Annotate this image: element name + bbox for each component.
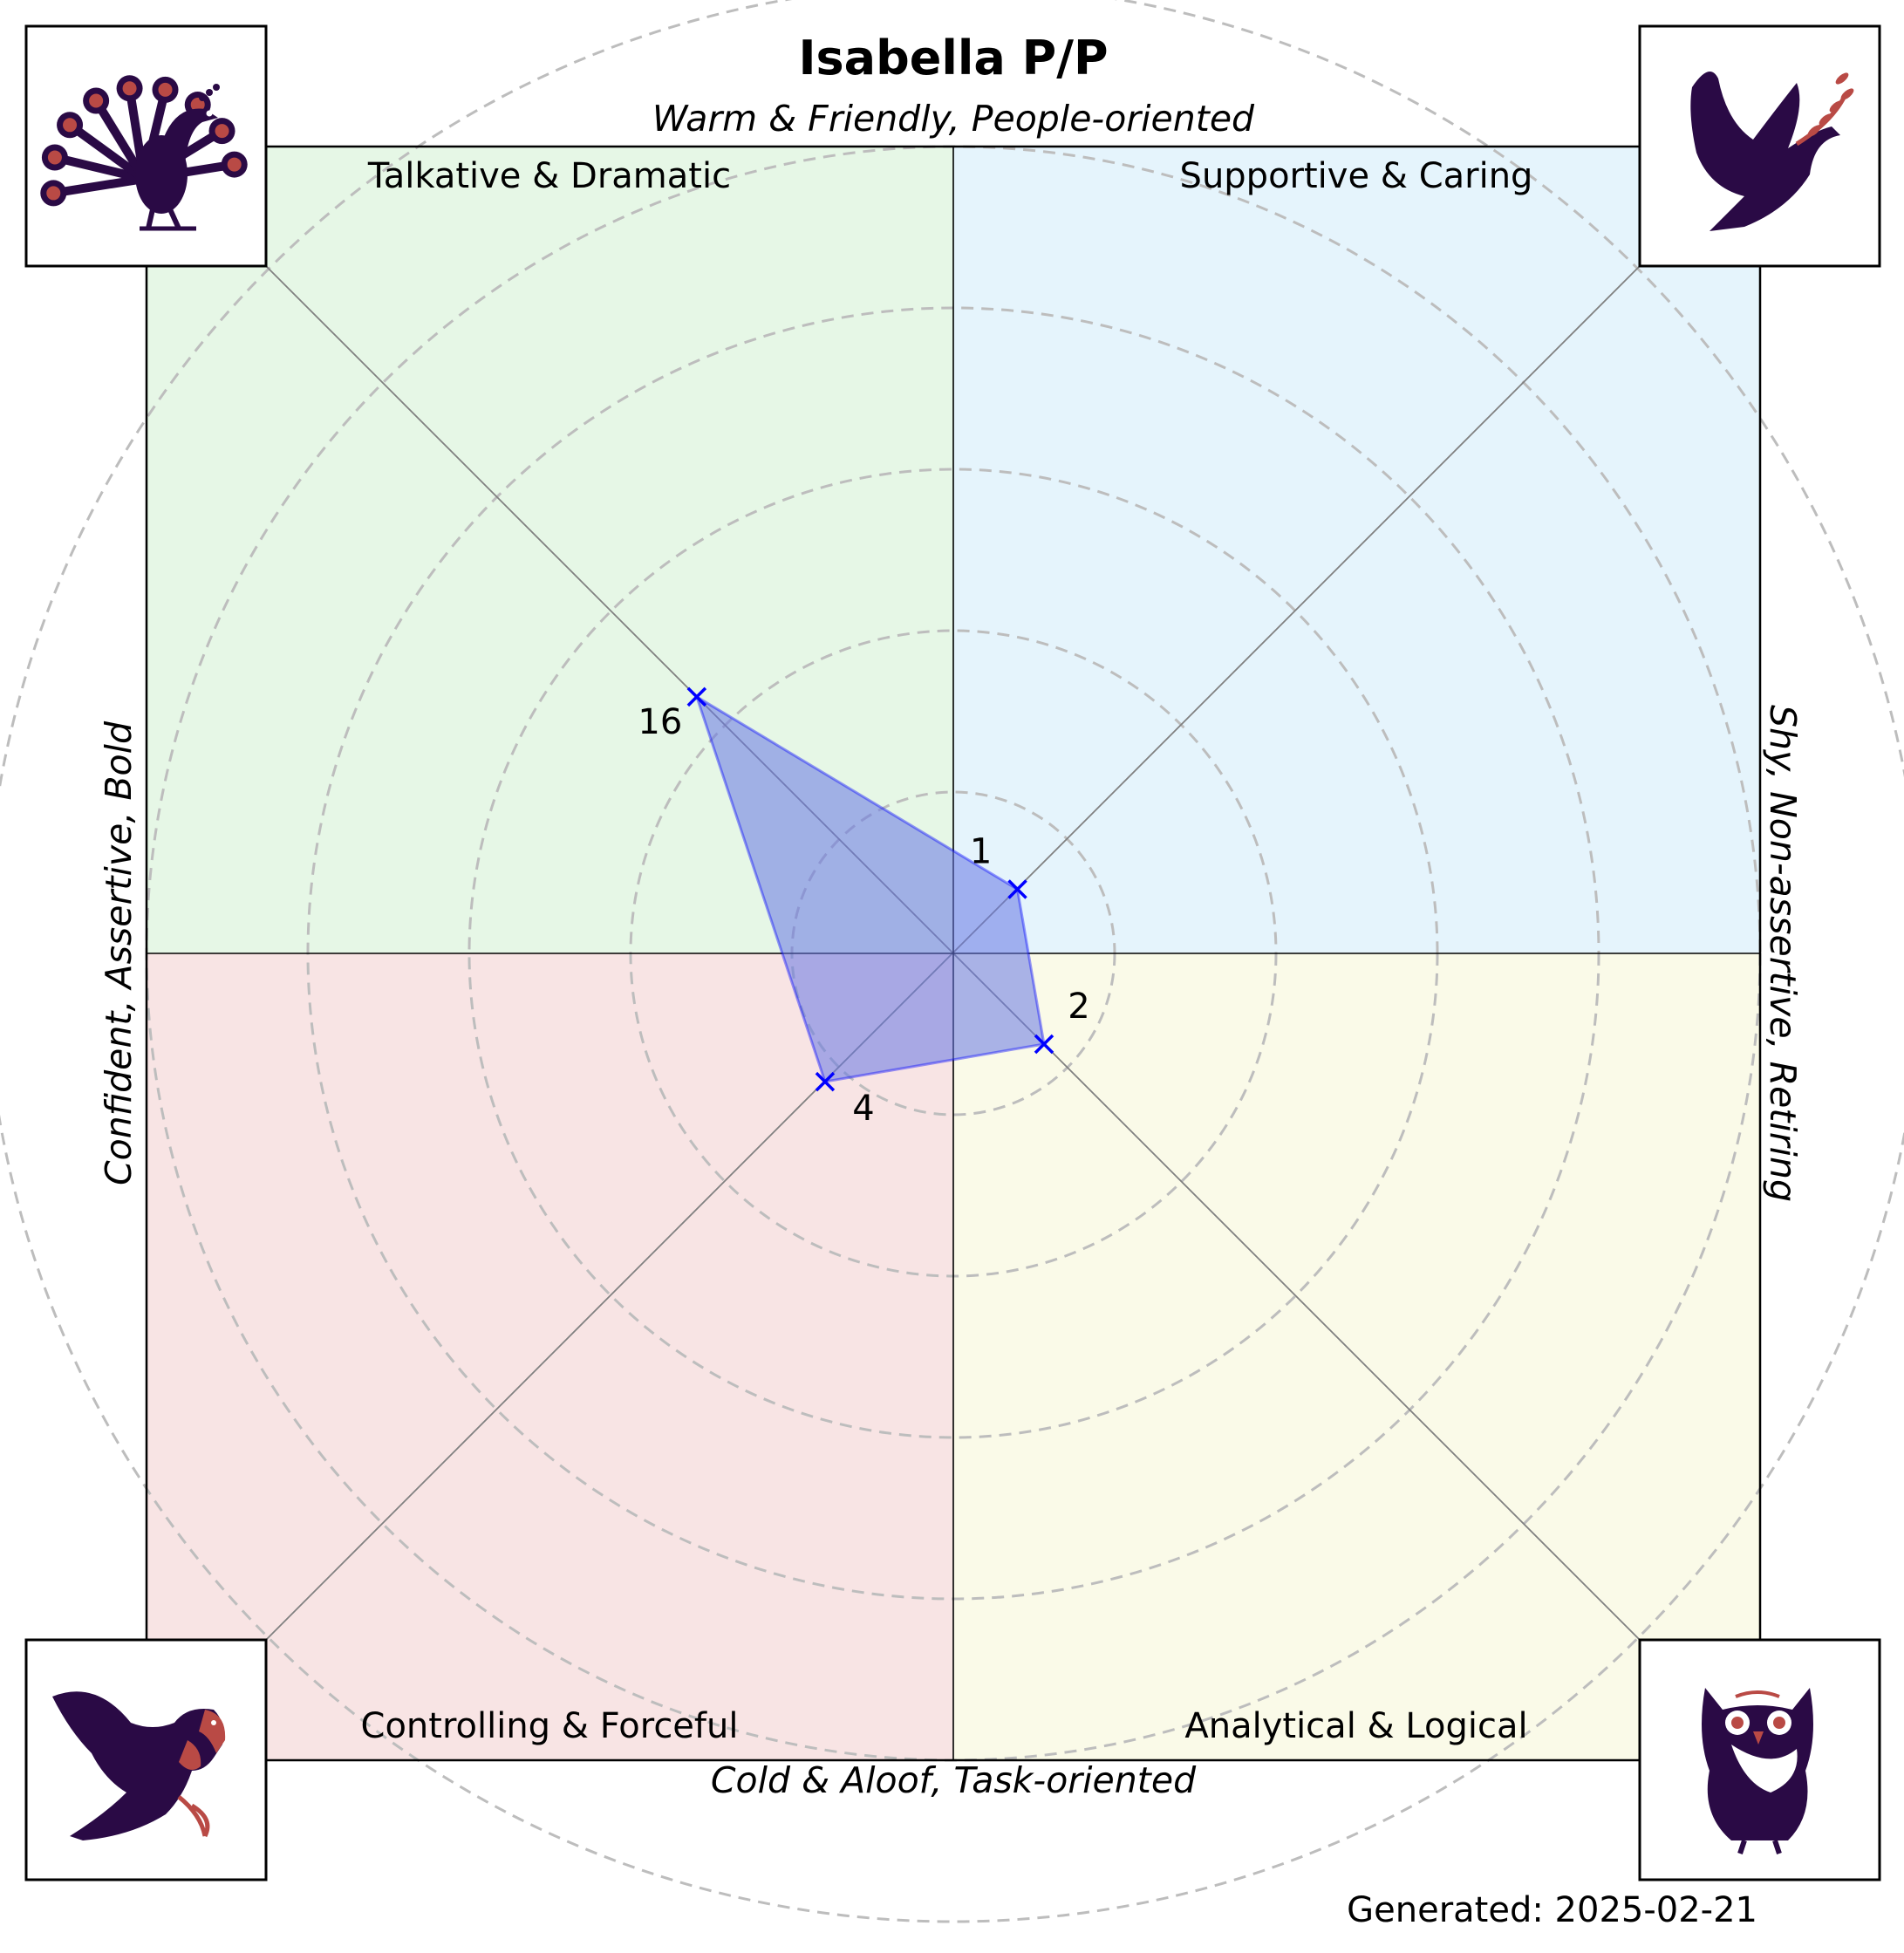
owl-icon-box xyxy=(1638,1638,1881,1881)
axis-label-left: Confident, Assertive, Bold xyxy=(98,720,140,1185)
dove-icon xyxy=(1690,72,1854,231)
chart-title: Isabella P/P xyxy=(798,31,1108,85)
owl-icon xyxy=(1702,1688,1813,1854)
quadrant-label-talkative: Talkative & Dramatic xyxy=(367,156,731,196)
quadrant-label-supportive: Supportive & Caring xyxy=(1180,156,1533,196)
data-point-value-label: 4 xyxy=(852,1089,874,1129)
data-point-value-label: 2 xyxy=(1068,987,1089,1027)
generated-date: Generated: 2025-02-21 xyxy=(1347,1890,1757,1930)
data-point-value-label: 16 xyxy=(638,702,682,742)
axis-label-bottom: Cold & Aloof, Task-oriented xyxy=(711,1759,1197,1801)
data-point-marker xyxy=(686,686,707,707)
axis-label-right: Shy, Non-assertive, Retiring xyxy=(1762,705,1804,1202)
plot-frame xyxy=(145,145,1762,1762)
peacock-icon-box xyxy=(24,24,268,268)
data-point-marker xyxy=(1007,879,1027,899)
dove-icon-box xyxy=(1638,24,1881,268)
axis-label-top: Warm & Friendly, People-oriented xyxy=(652,98,1255,140)
quadrant-label-analytical: Analytical & Logical xyxy=(1184,1706,1527,1746)
data-point-value-label: 1 xyxy=(970,831,992,871)
peacock-icon xyxy=(40,75,248,231)
eagle-icon-box xyxy=(24,1638,268,1881)
quadrant-label-controlling: Controlling & Forceful xyxy=(361,1706,739,1746)
data-point-marker xyxy=(1034,1034,1054,1055)
data-point-marker xyxy=(815,1071,836,1092)
eagle-icon xyxy=(52,1691,226,1840)
